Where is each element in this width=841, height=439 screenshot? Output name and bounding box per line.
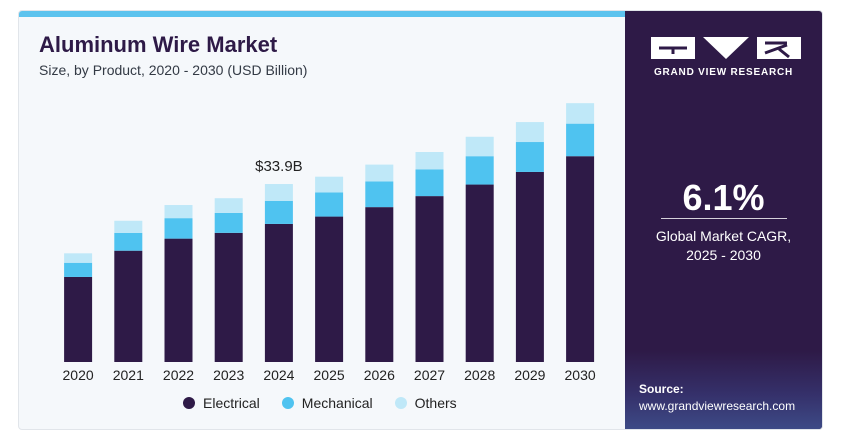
bar-mechanical-2030 (566, 123, 595, 157)
bar-chart: 2020 2021 2022 2023 2024 2025 2026 2027 2028 2029… (63, 103, 596, 383)
bar-mechanical-2026 (365, 181, 394, 208)
bar-mechanical-2028 (465, 156, 494, 185)
cagr-divider (661, 218, 787, 219)
bar-mechanical-2021 (114, 232, 143, 251)
annotation-label: $33.9B (255, 158, 303, 175)
legend-label-electrical: Electrical (203, 395, 260, 411)
bar-electrical-2021 (114, 250, 143, 362)
chart-title: Aluminum Wire Market (39, 32, 278, 57)
cagr-value: 6.1% (682, 177, 765, 218)
x-tick-label-2029: 2029 (514, 367, 545, 383)
x-tick-label-2023: 2023 (213, 367, 244, 383)
legend-swatch-electrical (183, 397, 195, 409)
bar-others-2022 (164, 205, 193, 219)
bar-others-2029 (515, 122, 544, 143)
legend-swatch-mechanical (281, 397, 294, 409)
source-link[interactable]: www.grandviewresearch.com (639, 399, 796, 413)
bar-others-2024 (264, 184, 293, 201)
bar-electrical-2023 (214, 232, 243, 362)
bar-others-2025 (315, 176, 344, 193)
x-tick-label-2025: 2025 (314, 367, 345, 383)
source-label: Source: (639, 382, 684, 396)
bar-others-2021 (114, 220, 143, 233)
x-tick-label-2026: 2026 (364, 367, 395, 383)
x-tick-label-2027: 2027 (414, 367, 445, 383)
x-tick-label-2021: 2021 (113, 367, 144, 383)
x-axis-labels: 2020 2021 2022 2023 2024 2025 2026 2027 2028 2029… (63, 367, 596, 383)
cagr-label: Global Market CAGR, 2025 - 2030 (625, 227, 822, 265)
bar-others-2027 (415, 152, 444, 170)
bar-others-2030 (566, 103, 595, 124)
source-band: Source: www.grandviewresearch.com (625, 351, 822, 429)
x-tick-label-2022: 2022 (163, 367, 194, 383)
bar-mechanical-2027 (415, 169, 444, 197)
legend-label-others: Others (414, 395, 457, 411)
bar-mechanical-2024 (264, 200, 293, 224)
brand-logo-icon (651, 37, 801, 59)
bar-others-2020 (64, 253, 93, 263)
x-tick-label-2024: 2024 (263, 367, 294, 383)
brand-name: GRAND VIEW RESEARCH (653, 67, 794, 78)
cagr-label-line2: 2025 - 2030 (686, 247, 761, 263)
bar-mechanical-2023 (214, 212, 243, 233)
bar-electrical-2024 (264, 223, 293, 362)
bar-electrical-2029 (515, 171, 544, 362)
bar-electrical-2020 (64, 276, 93, 362)
bar-mechanical-2020 (64, 262, 93, 277)
bar-mechanical-2029 (515, 142, 544, 172)
legend-item-others: Others (394, 395, 457, 411)
chart-card: Aluminum Wire Market Size, by Product, 2… (18, 10, 823, 430)
bar-others-2026 (365, 164, 394, 182)
bar-electrical-2026 (365, 207, 394, 362)
x-tick-label-2020: 2020 (63, 367, 94, 383)
bar-electrical-2022 (164, 238, 193, 362)
legend-label-mechanical: Mechanical (301, 395, 373, 411)
cagr-label-line1: Global Market CAGR, (655, 228, 792, 244)
bar-group (64, 103, 595, 362)
accent-top-bar (19, 11, 625, 17)
bar-mechanical-2022 (164, 218, 193, 239)
legend-item-electrical: Electrical (183, 395, 260, 411)
x-tick-label-2028: 2028 (464, 367, 495, 383)
bar-electrical-2025 (315, 216, 344, 362)
bar-electrical-2030 (566, 156, 595, 362)
bar-others-2023 (214, 198, 243, 213)
legend: Electrical Mechanical Others (183, 395, 457, 411)
legend-item-mechanical: Mechanical (281, 395, 373, 411)
legend-swatch-others (394, 397, 407, 409)
bar-electrical-2028 (465, 184, 494, 362)
bar-others-2028 (465, 136, 494, 157)
bar-mechanical-2025 (315, 192, 344, 217)
x-tick-label-2030: 2030 (565, 367, 596, 383)
sidebar-panel: GRAND VIEW RESEARCH 6.1% Global Market C… (625, 11, 822, 429)
annotations: $33.9B (255, 158, 303, 175)
chart-subtitle: Size, by Product, 2020 - 2030 (USD Billi… (39, 62, 308, 78)
bar-electrical-2027 (415, 196, 444, 362)
